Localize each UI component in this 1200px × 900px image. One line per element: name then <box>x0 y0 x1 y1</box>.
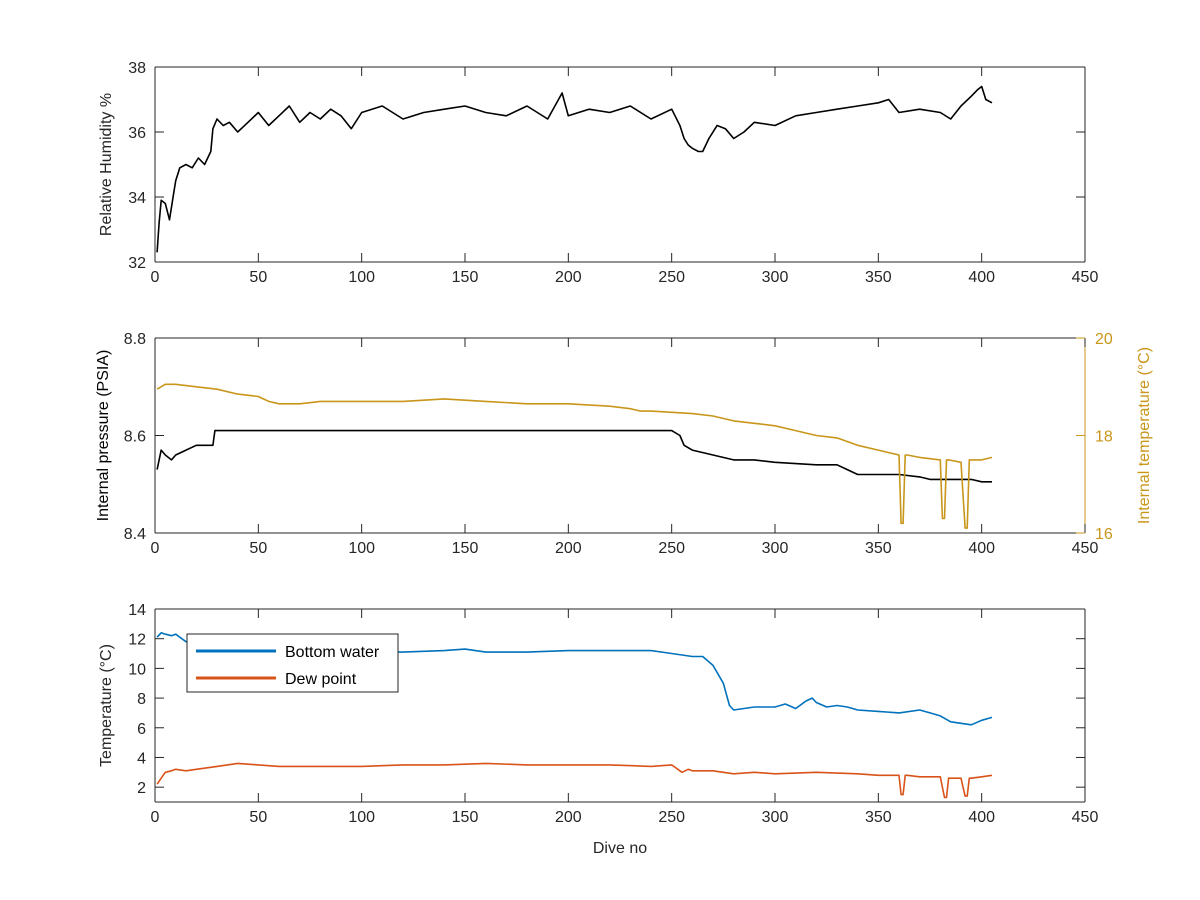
x-tick-label: 0 <box>151 269 160 286</box>
y-tick-label: 8 <box>137 691 146 708</box>
y-tick-label: 8.8 <box>124 331 146 348</box>
y-axis-title: Internal pressure (PSIA) <box>95 350 112 522</box>
legend: Bottom water Dew point <box>186 633 399 693</box>
x-tick-label: 300 <box>762 809 789 826</box>
x-tick-label: 150 <box>452 809 479 826</box>
x-tick-label: 0 <box>151 809 160 826</box>
y-tick-label: 32 <box>128 255 146 272</box>
x-tick-label: 100 <box>348 809 375 826</box>
x-tick-label: 50 <box>249 540 267 557</box>
x-tick-label: 50 <box>249 809 267 826</box>
y-tick-label: 38 <box>128 60 146 77</box>
y-tick-label: 8.6 <box>124 429 146 446</box>
x-tick-label: 200 <box>555 540 582 557</box>
x-axis-title: Dive no <box>593 840 647 857</box>
x-tick-label: 50 <box>249 269 267 286</box>
x-tick-label: 350 <box>865 540 892 557</box>
y-tick-label: 10 <box>128 661 146 678</box>
y-tick-label-right: 20 <box>1095 331 1113 348</box>
y-axis-title-right: Internal temperature (°C) <box>1136 347 1153 524</box>
legend-label: Dew point <box>285 671 357 688</box>
x-tick-label: 150 <box>452 269 479 286</box>
y-tick-label: 36 <box>128 125 146 142</box>
x-tick-label: 300 <box>762 540 789 557</box>
x-tick-label: 450 <box>1072 540 1099 557</box>
x-tick-label: 100 <box>348 269 375 286</box>
x-tick-label: 200 <box>555 809 582 826</box>
x-tick-label: 0 <box>151 540 160 557</box>
series-line-pressure <box>156 429 992 483</box>
panel-pressure: 0 50 100 150 200 250 300 350 400 450 8.4 8.6 8.8 16 18… <box>95 331 1153 557</box>
x-tick-label: 350 <box>865 269 892 286</box>
y-tick-label: 8.4 <box>124 526 146 543</box>
series-line-internal-temperature <box>156 383 993 529</box>
legend-label: Bottom water <box>285 644 380 661</box>
x-tick-label: 250 <box>658 540 685 557</box>
y-tick-label: 6 <box>137 721 146 738</box>
panel-temperature: 0 50 100 150 200 250 300 350 400 450 2 4 6 8 10 12 14 Tem… <box>98 602 1098 857</box>
x-tick-label: 400 <box>968 540 995 557</box>
x-tick-label: 200 <box>555 269 582 286</box>
x-tick-label: 100 <box>348 540 375 557</box>
y-tick-label: 12 <box>128 632 146 649</box>
x-tick-label: 300 <box>762 269 789 286</box>
panel-humidity: 0 50 100 150 200 250 300 350 400 450 32 34 36 38 Relat… <box>98 60 1098 286</box>
legend-box <box>186 633 399 693</box>
x-tick-label: 450 <box>1072 269 1099 286</box>
series-line-dew-point <box>156 762 993 799</box>
y-tick-label: 4 <box>137 750 146 767</box>
y-axis-title: Relative Humidity % <box>98 93 115 236</box>
y-tick-label: 14 <box>128 602 146 619</box>
x-tick-label: 350 <box>865 809 892 826</box>
x-tick-label: 250 <box>658 269 685 286</box>
y-tick-label: 2 <box>137 780 146 797</box>
x-tick-label: 450 <box>1072 809 1099 826</box>
x-tick-label: 250 <box>658 809 685 826</box>
x-tick-label: 150 <box>452 540 479 557</box>
y-tick-label: 34 <box>128 190 146 207</box>
y-axis-title: Temperature (°C) <box>98 644 115 767</box>
y-tick-label-right: 18 <box>1095 429 1113 446</box>
series-line-humidity <box>156 85 993 253</box>
y-tick-label-right: 16 <box>1095 526 1113 543</box>
x-tick-label: 400 <box>968 809 995 826</box>
x-tick-label: 400 <box>968 269 995 286</box>
